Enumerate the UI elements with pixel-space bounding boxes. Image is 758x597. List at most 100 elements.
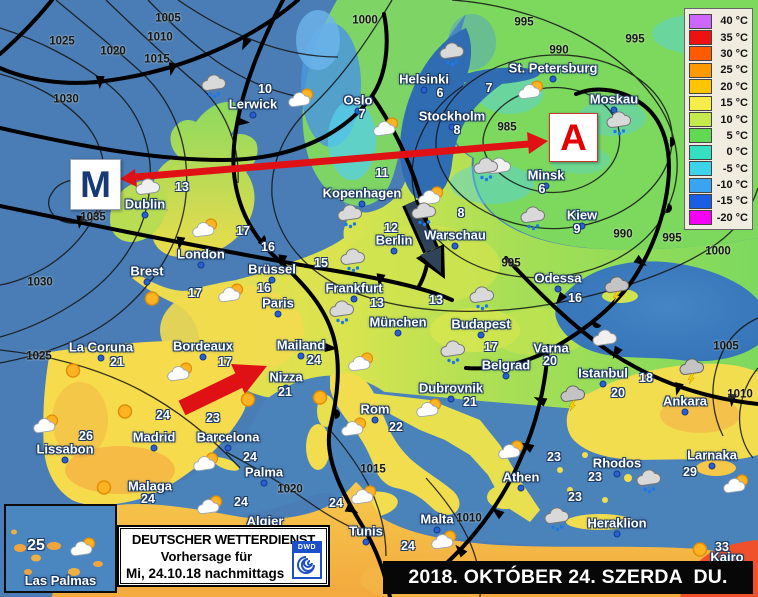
temperature-value: 11 [375, 165, 389, 180]
temperature-value: 16 [568, 290, 582, 305]
city-label: Varna [533, 340, 569, 356]
city-label: Bordeaux [173, 338, 233, 354]
city-label: Palma [244, 464, 284, 480]
city-label: Belgrad [481, 357, 531, 373]
city-marker-dot [97, 354, 105, 362]
isobar-label: 1030 [53, 93, 79, 106]
city-label: Stockholm [418, 108, 486, 124]
city-label: Odessa [534, 270, 582, 286]
city-marker-dot [350, 295, 358, 303]
city-label: Oslo [343, 92, 373, 108]
city-marker-dot [282, 384, 290, 392]
dwd-title: DEUTSCHER WETTERDIENST [131, 532, 316, 547]
legend-row: -10 °C [689, 177, 749, 193]
city-marker-dot [547, 355, 555, 363]
sun-cloud-icon [32, 412, 62, 447]
cold-front-triangle [612, 345, 623, 360]
city-label: Malta [420, 511, 454, 527]
legend-color-swatch [689, 144, 712, 160]
storm-icon [602, 273, 632, 308]
legend-row: 25 °C [689, 62, 749, 78]
city-label: Brest [130, 263, 164, 279]
legend-row: 20 °C [689, 79, 749, 95]
city-marker-dot [542, 182, 550, 190]
city-marker-dot [224, 444, 232, 452]
city-marker-dot [447, 395, 455, 403]
legend-temp-label: 40 °C [720, 15, 748, 28]
cold-front-triangle [76, 215, 86, 229]
city-marker-dot [708, 462, 716, 470]
legend-row: 15 °C [689, 95, 749, 111]
city-marker-dot [390, 247, 398, 255]
temperature-value: 24 [156, 407, 170, 422]
warm-front-semicircle [335, 409, 340, 419]
isobar-label: 1035 [80, 211, 106, 224]
temperature-value: 24 [329, 495, 343, 510]
sun-icon [58, 358, 88, 393]
legend-temp-label: 10 °C [720, 113, 748, 126]
sun-cloud-icon [415, 396, 445, 431]
legend-row: 10 °C [689, 111, 749, 128]
temperature-value: 16 [257, 280, 271, 295]
sun-icon [305, 385, 335, 420]
temperature-value: 23 [206, 410, 220, 425]
isobar-label: 1010 [147, 31, 173, 44]
sun-cloud-icon [217, 281, 247, 316]
city-marker-dot [451, 242, 459, 250]
rain-icon [542, 504, 572, 539]
isobar-label: 1010 [727, 388, 753, 401]
cold-front-triangle [520, 442, 535, 453]
city-marker-dot [420, 86, 428, 94]
isobar-label: 1020 [277, 483, 303, 496]
temperature-value: 33 [715, 539, 729, 554]
city-label: St. Petersburg [508, 60, 598, 76]
legend-color-swatch [689, 95, 712, 111]
city-marker-dot [141, 211, 149, 219]
legend-temp-label: -20 °C [716, 211, 748, 224]
cold-front-triangle [344, 503, 359, 513]
temperature-value: 16 [261, 239, 275, 254]
las-palmas-inset: 25 Las Palmas [4, 504, 117, 593]
legend-row: 40 °C [689, 13, 749, 29]
city-marker-dot [394, 329, 402, 337]
cold-front-triangle [675, 382, 684, 396]
legend-row: -20 °C [689, 210, 749, 226]
sun-cloud-icon [287, 86, 317, 121]
isobar-label: 1025 [26, 350, 52, 363]
city-label: Heraklion [587, 515, 647, 531]
sun-cloud-icon [347, 350, 377, 385]
inset-city-label: Las Palmas [24, 573, 97, 588]
partly-cloudy-icon [69, 535, 99, 570]
sun-cloud-icon [517, 78, 547, 113]
temperature-value: 24 [307, 352, 321, 367]
city-marker-dot [197, 261, 205, 269]
city-label: London [177, 246, 225, 262]
sun-cloud-icon [497, 438, 527, 473]
city-label: München [369, 314, 427, 330]
temperature-value: 20 [543, 353, 557, 368]
city-label: Madrid [132, 429, 176, 445]
legend-color-swatch [689, 30, 712, 46]
city-label: Moskau [589, 91, 639, 107]
city-label: Istanbul [578, 365, 628, 381]
legend-color-swatch [689, 177, 712, 193]
city-label: La Coruna [68, 339, 134, 355]
temperature-value: 6 [436, 85, 444, 100]
cold-front-triangle [278, 254, 288, 268]
cold-front-triangle [242, 36, 252, 51]
sun-cloud-icon [340, 415, 370, 450]
temperature-value: 9 [573, 221, 581, 236]
legend-row: -5 °C [689, 161, 749, 177]
city-marker-dot [599, 380, 607, 388]
temperature-value: 23 [588, 469, 602, 484]
rain-icon [199, 71, 229, 106]
temperature-value: 10 [258, 81, 272, 96]
city-label: Dubrovnik [418, 380, 484, 396]
temperature-value: 17 [236, 223, 250, 238]
isobar-label: 1005 [155, 12, 181, 25]
city-label: Kopenhagen [322, 185, 402, 201]
legend-row: 0 °C [689, 144, 749, 160]
city-marker-dot [260, 479, 268, 487]
dwd-subtitle: Vorhersage für [160, 549, 253, 564]
